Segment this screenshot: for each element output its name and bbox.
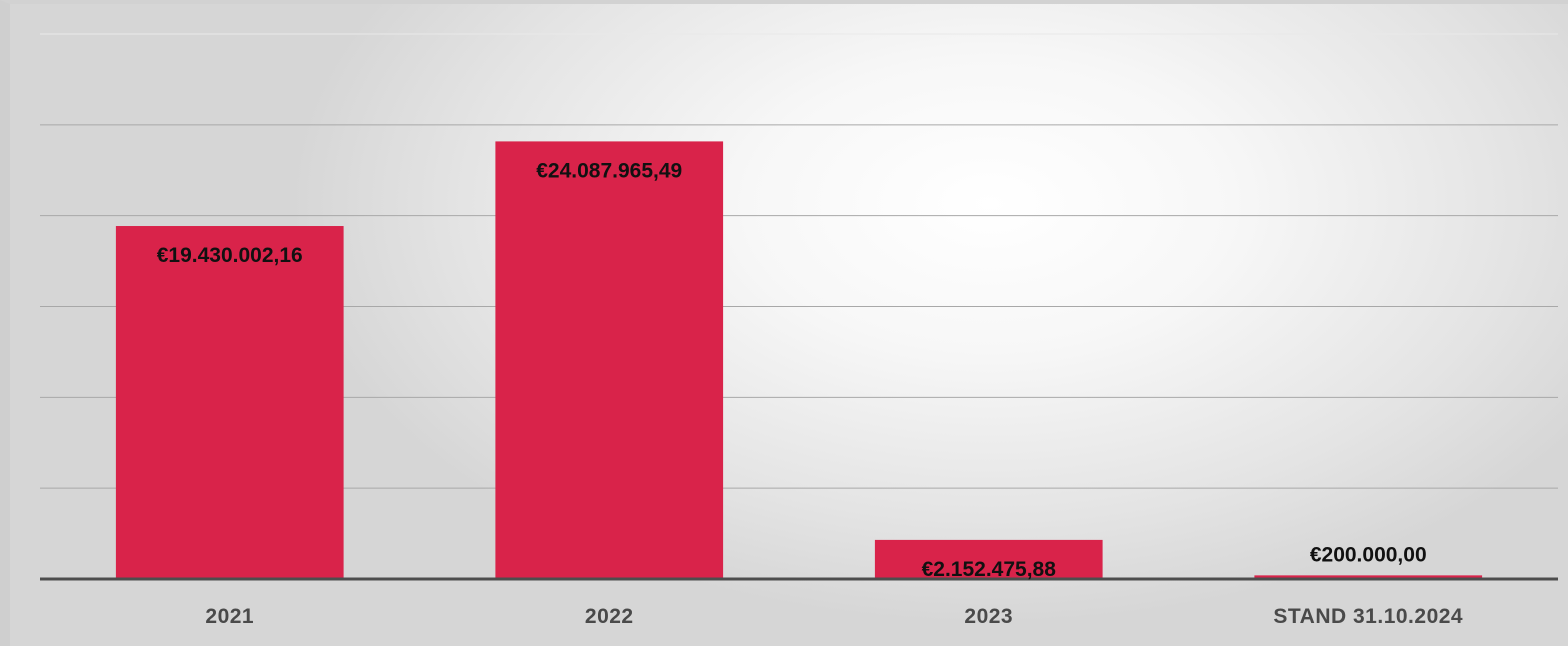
x-tick-label: 2021 [205, 605, 254, 628]
bar-3 [874, 539, 1103, 579]
bar-value-label: €24.087.965,49 [536, 159, 682, 182]
x-tick-label: 2022 [585, 605, 634, 628]
value-labels: €19.430.002,16 €24.087.965,49 €2.152.475,8… [157, 159, 1427, 580]
bar-value-label: €200.000,00 [1310, 543, 1427, 566]
bar-chart: €19.430.002,16 €24.087.965,49 €2.152.475,8… [40, 33, 1558, 628]
x-tick-label: STAND 31.10.2024 [1273, 605, 1463, 628]
bar-value-label: €19.430.002,16 [157, 244, 303, 267]
x-tick-labels: 2021 2022 2023 STAND 31.10.2024 [205, 605, 1463, 628]
bar-4 [1254, 575, 1483, 579]
bar-1 [115, 226, 344, 580]
bar-2 [495, 141, 724, 579]
bar-value-label: €2.152.475,88 [922, 558, 1057, 581]
x-tick-label: 2023 [964, 605, 1013, 628]
bars [115, 141, 1483, 580]
